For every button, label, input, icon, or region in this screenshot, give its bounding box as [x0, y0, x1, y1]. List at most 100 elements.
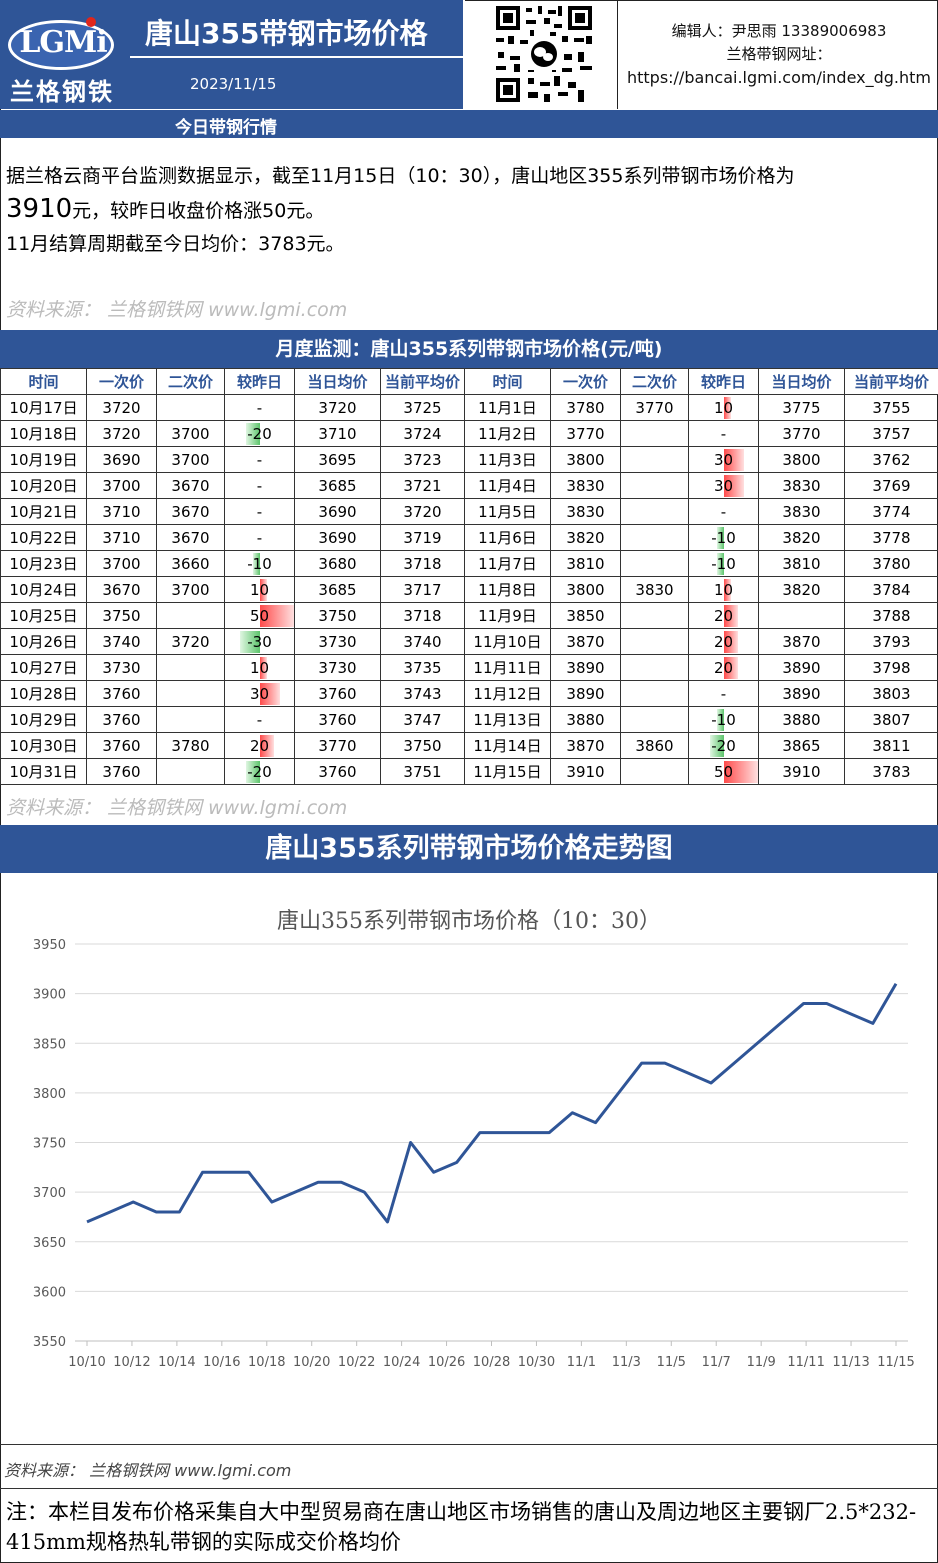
- price-cell: 3760: [86, 706, 157, 733]
- price-cell: 3730: [294, 654, 381, 681]
- price-cell: 3830: [758, 472, 845, 499]
- price-cell: 3718: [380, 550, 465, 577]
- change-cell: 20: [224, 732, 295, 759]
- column-header: 当日均价: [758, 368, 845, 395]
- price-cell: 3751: [380, 758, 465, 785]
- date-cell: 10月24日: [0, 576, 87, 603]
- table-row: 10月18日 3720 3700 -20 3710 3724 11月2日 3770-3770 3…: [0, 420, 938, 447]
- price-cell: 3890: [758, 680, 845, 707]
- price-cell: 3750: [294, 602, 381, 629]
- price-cell: 3910: [550, 758, 621, 785]
- price-cell: 3695: [294, 446, 381, 473]
- date-cell: 10月23日: [0, 550, 87, 577]
- change-value: 20: [249, 736, 270, 755]
- price-cell: 3747: [380, 706, 465, 733]
- change-bar-down: [717, 553, 724, 575]
- price-cell: [758, 602, 845, 629]
- change-bar-down: [717, 709, 724, 731]
- date-cell: 11月6日: [464, 524, 551, 551]
- x-tick-label: 10/22: [338, 1355, 375, 1370]
- change-cell: -30: [224, 628, 295, 655]
- price-cell: 3720: [86, 420, 157, 447]
- table-row: 10月20日 3700 3670-3685 3721 11月4日 3830 30 3830 37…: [0, 472, 938, 499]
- price-cell: 3760: [294, 706, 381, 733]
- change-value: 50: [249, 606, 270, 625]
- price-cell: 3780: [844, 550, 938, 577]
- price-cell: 3775: [758, 394, 845, 421]
- change-value: -: [256, 398, 263, 417]
- date-cell: 11月2日: [464, 420, 551, 447]
- price-cell: 3750: [86, 602, 157, 629]
- change-value: 50: [713, 762, 734, 781]
- date-cell: 11月10日: [464, 628, 551, 655]
- change-cell: 30: [688, 446, 759, 473]
- report-date: 2023/11/15: [190, 75, 277, 93]
- date-cell: 10月27日: [0, 654, 87, 681]
- price-cell: 3890: [758, 654, 845, 681]
- price-cell: 3680: [294, 550, 381, 577]
- change-cell: -10: [224, 550, 295, 577]
- table-row: 10月29日 3760-3760 3747 11月13日 3880 -10 3880 3807: [0, 706, 938, 733]
- trend-section-bar: 唐山355系列带钢市场价格走势图: [0, 825, 938, 873]
- monthly-section-bar: 月度监测：唐山355系列带钢市场价格(元/吨): [0, 330, 938, 368]
- change-bar-up: [724, 605, 738, 627]
- table-row: 10月22日 3710 3670-3690 3719 11月6日 3820 -10 3820 3…: [0, 524, 938, 551]
- x-tick-label: 10/24: [383, 1355, 420, 1370]
- column-header: 二次价: [620, 368, 689, 395]
- monthly-heading: 月度监测：唐山355系列带钢市场价格(元/吨): [275, 338, 663, 360]
- date-cell: 10月18日: [0, 420, 87, 447]
- price-cell: 3719: [380, 524, 465, 551]
- line-chart: 3550 3600 3650 3700 3750 3800 3850 3900 3950 10/1…: [33, 938, 915, 1370]
- price-cell: [620, 524, 689, 551]
- series-line: [86, 982, 898, 1224]
- date-cell: 10月25日: [0, 602, 87, 629]
- change-value: -: [256, 710, 263, 729]
- price-cell: 3760: [294, 680, 381, 707]
- editor-info: 编辑人：尹思雨 13389006983 兰格带钢网址： https://banc…: [620, 20, 938, 89]
- qr-code-icon: [492, 2, 596, 106]
- price-cell: 3770: [758, 420, 845, 447]
- change-value: 10: [713, 580, 734, 599]
- site-url-link[interactable]: https://bancai.lgmi.com/index_dg.htm: [626, 68, 932, 87]
- date-cell: 11月1日: [464, 394, 551, 421]
- change-cell: -: [688, 420, 759, 447]
- change-cell: 10: [224, 654, 295, 681]
- price-cell: [620, 550, 689, 577]
- x-tick-label: 11/3: [612, 1355, 641, 1370]
- chart-source: 资料来源： 兰格钢铁网 www.lgmi.com: [4, 1461, 292, 1480]
- price-cell: 3830: [550, 472, 621, 499]
- logo[interactable]: LGMi: [19, 25, 107, 60]
- change-bar-down: [246, 423, 260, 445]
- x-tick-label: 10/30: [518, 1355, 555, 1370]
- price-cell: 3820: [758, 524, 845, 551]
- change-value: -10: [711, 554, 736, 573]
- source-note-1: 资料来源： 兰格钢铁网 www.lgmi.com: [6, 299, 348, 321]
- column-header: 较昨日: [224, 368, 295, 395]
- price-cell: 3803: [844, 680, 938, 707]
- price-cell: 3760: [86, 732, 157, 759]
- footnote: 注：本栏目发布价格采集自大中型贸易商在唐山地区市场销售的唐山及周边地区主要钢厂2…: [0, 1488, 938, 1563]
- date-cell: 10月22日: [0, 524, 87, 551]
- price-cell: 3810: [550, 550, 621, 577]
- change-cell: 30: [688, 472, 759, 499]
- price-cell: 3710: [294, 420, 381, 447]
- price-cell: 3720: [156, 628, 225, 655]
- table-row: 10月24日 3670 3700 10 3685 3717 11月8日 3800 3830 10 3…: [0, 576, 938, 603]
- change-cell: -: [224, 472, 295, 499]
- date-cell: 10月29日: [0, 706, 87, 733]
- price-cell: 3730: [294, 628, 381, 655]
- x-tick-label: 10/16: [203, 1355, 240, 1370]
- price-cell: 3890: [550, 654, 621, 681]
- price-cell: 3690: [294, 524, 381, 551]
- price-cell: [620, 498, 689, 525]
- price-cell: 3710: [86, 524, 157, 551]
- summary-line-2: 3910元，较昨日收盘价格涨50元。: [6, 193, 926, 228]
- price-cell: 3820: [550, 524, 621, 551]
- trend-heading: 唐山355系列带钢市场价格走势图: [265, 833, 673, 864]
- change-cell: -: [224, 498, 295, 525]
- price-cell: 3780: [156, 732, 225, 759]
- price-cell: [620, 446, 689, 473]
- change-bar-up: [260, 735, 274, 757]
- column-header: 较昨日: [688, 368, 759, 395]
- price-cell: 3783: [844, 758, 938, 785]
